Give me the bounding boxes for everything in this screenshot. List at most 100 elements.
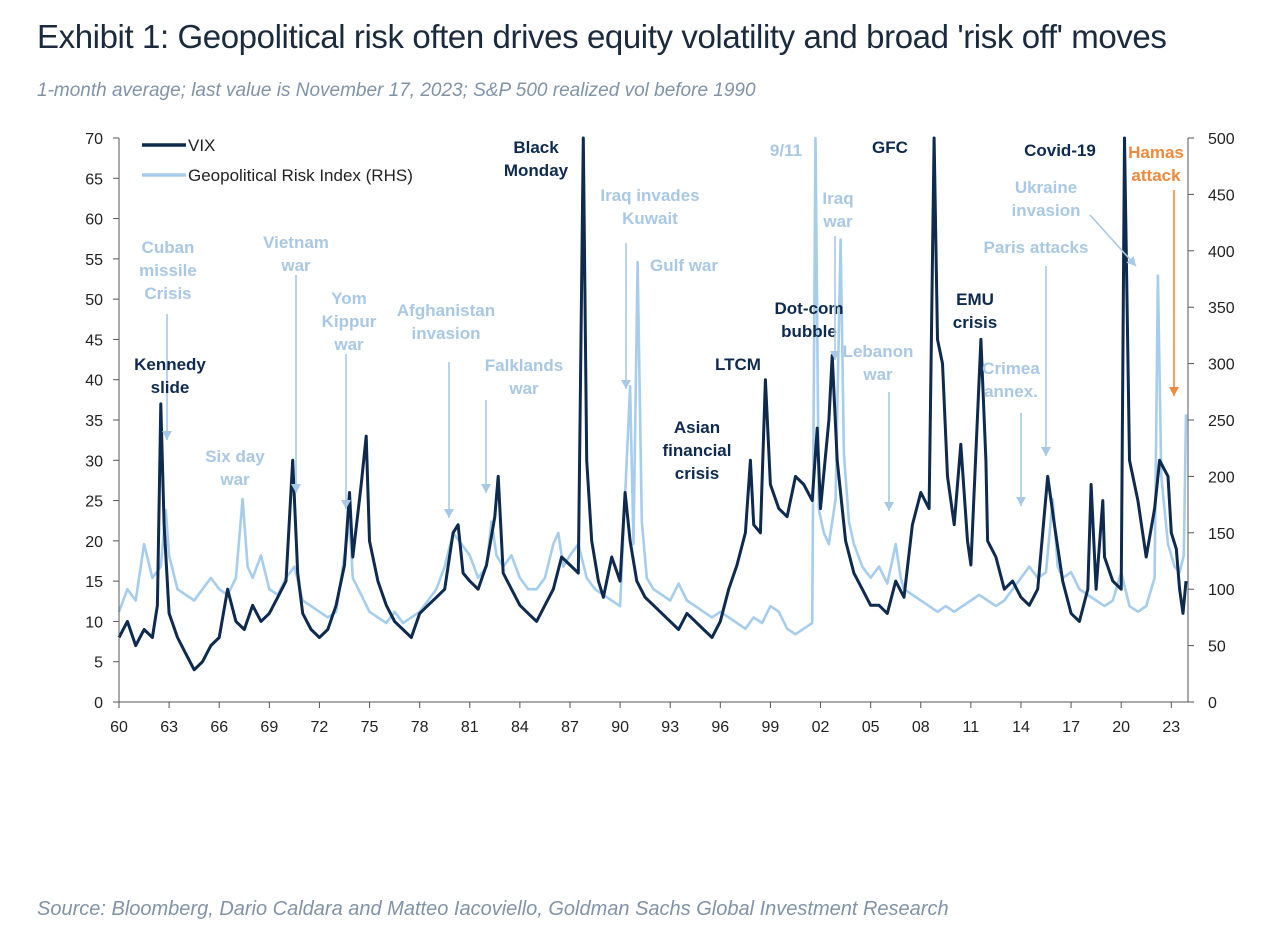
annotation-line: war — [219, 470, 250, 489]
annotation-line: war — [333, 335, 364, 354]
annotation-covid: Covid-19 — [1024, 141, 1096, 160]
annotation-line: missile — [139, 261, 197, 280]
annotation-line: Yom — [331, 289, 367, 308]
annotation-line: Paris attacks — [984, 238, 1089, 257]
annotation-line: Covid-19 — [1024, 141, 1096, 160]
annotation-emu: EMU crisis — [953, 290, 997, 332]
annotation-line: Ukraine — [1015, 178, 1077, 197]
x-tick-label: 96 — [711, 719, 729, 736]
annotation-hamas: Hamas attack — [1128, 143, 1184, 185]
x-tick-label: 63 — [160, 719, 178, 736]
annotation-arrow-head — [162, 431, 172, 440]
y-tick-label-right: 0 — [1208, 695, 1217, 712]
annotation-ltcm: LTCM — [715, 355, 761, 374]
legend-label-vix: VIX — [188, 136, 215, 155]
annotation-vietnam: Vietnam war — [263, 233, 329, 275]
annotation-line: 9/11 — [770, 141, 802, 160]
annotation-cuban: Cuban missile Crisis — [139, 238, 197, 303]
x-tick-label: 87 — [561, 719, 579, 736]
axes-layer: 0510152025303540455055606570050100150200… — [85, 131, 1235, 736]
y-tick-label-left: 60 — [85, 212, 103, 229]
x-tick-label: 90 — [611, 719, 629, 736]
annotation-line: crisis — [953, 313, 997, 332]
annotation-arrow-head — [1016, 497, 1026, 506]
x-tick-label: 66 — [210, 719, 228, 736]
annotation-asian: Asian financial crisis — [663, 418, 732, 483]
annotation-iraqwar: Iraq war — [822, 189, 853, 231]
x-tick-label: 75 — [361, 719, 379, 736]
x-tick-label: 02 — [812, 719, 830, 736]
annotation-yomkippur: Yom Kippur war — [322, 289, 377, 354]
annotation-arrow-head — [1041, 447, 1051, 456]
annotation-arrow-head — [341, 500, 351, 509]
annotation-falklands: Falklands war — [485, 356, 563, 398]
annotation-crimea: Crimea annex. — [982, 359, 1040, 401]
annotation-line: war — [862, 365, 893, 384]
y-tick-label-left: 25 — [85, 494, 103, 511]
annotation-line: Lebanon — [843, 342, 914, 361]
annotation-line: Vietnam — [263, 233, 329, 252]
annotation-sixday: Six day war — [205, 447, 265, 489]
annotation-line: war — [280, 256, 311, 275]
annotation-line: Hamas — [1128, 143, 1184, 162]
annotation-dotcom: Dot-com bubble — [775, 299, 844, 341]
x-tick-label: 11 — [963, 719, 980, 736]
annotation-kennedy: Kennedy slide — [134, 355, 206, 397]
annotation-line: bubble — [781, 322, 837, 341]
y-tick-label-left: 5 — [94, 655, 103, 672]
legend-label-gpr: Geopolitical Risk Index (RHS) — [188, 166, 413, 185]
annotation-line: invasion — [412, 324, 481, 343]
x-tick-label: 72 — [311, 719, 329, 736]
annotation-iraqkuwait: Iraq invades Kuwait — [600, 186, 699, 228]
annotation-line: war — [508, 379, 539, 398]
legend: VIX Geopolitical Risk Index (RHS) — [142, 136, 413, 185]
y-tick-label-left: 55 — [85, 252, 103, 269]
y-tick-label-left: 70 — [85, 131, 103, 148]
annotation-line: Monday — [504, 161, 569, 180]
annotation-arrow-head — [830, 351, 840, 360]
source-note: Source: Bloomberg, Dario Caldara and Mat… — [37, 898, 949, 920]
annotation-gfc: GFC — [872, 138, 908, 157]
y-tick-label-left: 30 — [85, 453, 103, 470]
x-tick-label: 08 — [912, 719, 930, 736]
annotation-line: Gulf war — [650, 256, 718, 275]
annotation-paris: Paris attacks — [984, 238, 1089, 257]
y-tick-label-left: 45 — [85, 332, 103, 349]
annotation-line: EMU — [956, 290, 994, 309]
y-tick-label-left: 50 — [85, 292, 103, 309]
chart-subtitle: 1-month average; last value is November … — [37, 80, 756, 101]
y-tick-label-left: 40 — [85, 373, 103, 390]
annotation-line: Iraq invades — [600, 186, 699, 205]
annotation-line: Iraq — [822, 189, 853, 208]
x-tick-label: 78 — [411, 719, 429, 736]
y-tick-label-left: 0 — [94, 695, 103, 712]
y-tick-label-right: 500 — [1208, 131, 1235, 148]
annotation-arrow-head — [884, 502, 894, 511]
annotation-line: financial — [663, 441, 732, 460]
annotation-line: invasion — [1012, 201, 1081, 220]
annotation-line: Dot-com — [775, 299, 844, 318]
annotation-ukraine: Ukraine invasion — [1012, 178, 1081, 220]
x-tick-label: 69 — [260, 719, 278, 736]
chart-title: Exhibit 1: Geopolitical risk often drive… — [37, 18, 1167, 55]
annotation-line: slide — [151, 378, 190, 397]
x-tick-label: 17 — [1062, 719, 1080, 736]
annotation-line: attack — [1131, 166, 1181, 185]
y-tick-label-left: 65 — [85, 171, 103, 188]
x-tick-label: 20 — [1112, 719, 1130, 736]
y-tick-label-left: 35 — [85, 413, 103, 430]
x-tick-label: 14 — [1012, 719, 1030, 736]
annotation-line: Afghanistan — [397, 301, 495, 320]
annotation-line: Cuban — [142, 238, 195, 257]
annotation-arrow-line — [1089, 214, 1137, 267]
annotation-line: Six day — [205, 447, 265, 466]
x-tick-label: 60 — [110, 719, 128, 736]
x-tick-label: 93 — [661, 719, 679, 736]
annotation-afghanistan: Afghanistan invasion — [397, 301, 495, 343]
annotation-line: Kippur — [322, 312, 377, 331]
x-tick-label: 99 — [762, 719, 780, 736]
x-tick-label: 05 — [862, 719, 880, 736]
annotation-line: Asian — [674, 418, 720, 437]
x-tick-label: 81 — [461, 719, 479, 736]
